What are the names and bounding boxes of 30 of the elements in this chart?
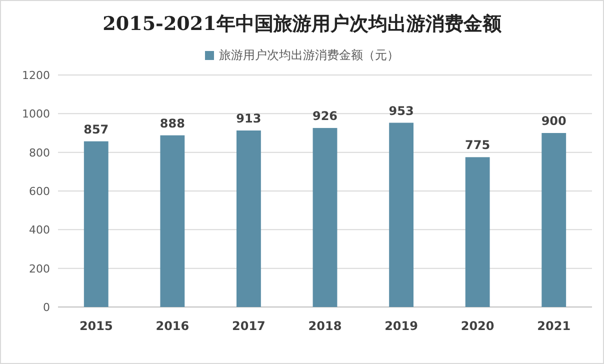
y-tick-label: 1000 (22, 108, 50, 121)
x-tick-label: 2017 (232, 319, 266, 333)
data-label: 775 (465, 138, 490, 152)
bar (160, 135, 185, 307)
chart-title: 2015-2021年中国旅游用户次均出游消费金额 (102, 13, 502, 35)
bar (236, 130, 261, 307)
data-label: 857 (84, 122, 109, 136)
y-tick-label: 1200 (22, 69, 50, 82)
bar (542, 133, 566, 307)
data-label: 900 (541, 114, 566, 128)
y-tick-label: 800 (29, 146, 50, 160)
y-tick-label: 400 (29, 224, 50, 237)
x-tick-label: 2016 (156, 319, 190, 333)
y-tick-label: 600 (29, 185, 50, 198)
legend-label: 旅游用户次均出游消费金额（元） (219, 48, 399, 62)
x-tick-label: 2021 (537, 319, 571, 333)
y-tick-label: 200 (29, 262, 50, 276)
data-label: 926 (312, 108, 338, 123)
y-tick-label: 0 (43, 301, 50, 314)
data-label: 888 (160, 116, 185, 130)
x-tick-label: 2019 (384, 319, 418, 333)
x-tick-label: 2015 (79, 319, 113, 333)
bar (312, 128, 338, 307)
x-tick-label: 2020 (460, 319, 494, 333)
data-label: 953 (388, 104, 414, 118)
x-tick-label: 2018 (308, 319, 342, 333)
bar (389, 122, 414, 307)
bar (465, 157, 490, 307)
bar (84, 141, 108, 307)
data-label: 913 (236, 111, 262, 126)
